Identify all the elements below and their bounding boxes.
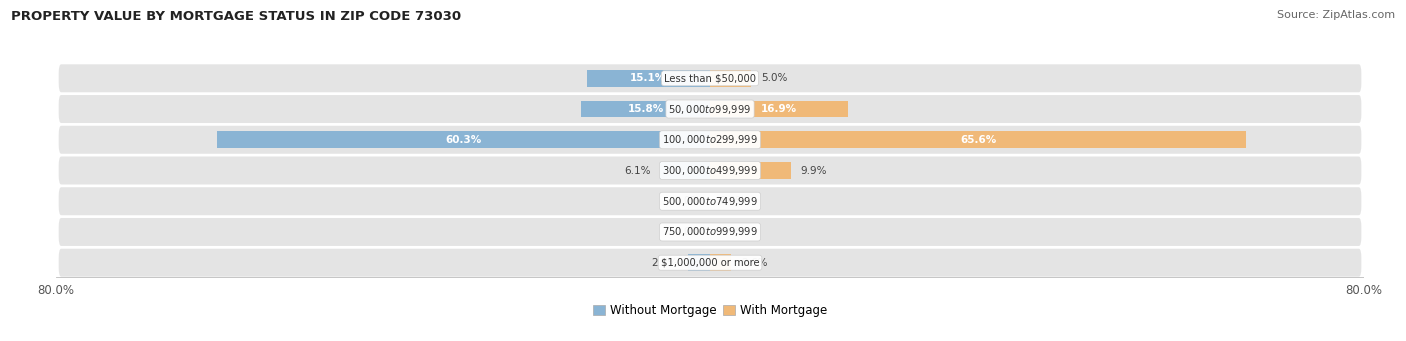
FancyBboxPatch shape [59,64,1361,92]
Text: 16.9%: 16.9% [761,104,797,114]
Bar [661,162,710,179]
Text: 9.9%: 9.9% [801,165,827,176]
Text: $1,000,000 or more: $1,000,000 or more [661,258,759,268]
Text: $750,000 to $999,999: $750,000 to $999,999 [662,225,758,238]
Text: 15.8%: 15.8% [627,104,664,114]
FancyBboxPatch shape [59,95,1361,123]
Bar [688,254,710,271]
Text: 15.1%: 15.1% [630,73,666,83]
Text: 0.0%: 0.0% [720,227,747,237]
Text: $50,000 to $99,999: $50,000 to $99,999 [668,103,752,116]
FancyBboxPatch shape [59,126,1361,154]
Bar [710,101,848,118]
FancyBboxPatch shape [59,218,1361,246]
Text: 5.0%: 5.0% [761,73,787,83]
Text: 0.0%: 0.0% [673,227,700,237]
Text: Source: ZipAtlas.com: Source: ZipAtlas.com [1277,10,1395,20]
Bar [710,254,731,271]
FancyBboxPatch shape [59,187,1361,215]
Text: $300,000 to $499,999: $300,000 to $499,999 [662,164,758,177]
Text: 0.0%: 0.0% [720,196,747,206]
Text: $100,000 to $299,999: $100,000 to $299,999 [662,133,758,146]
Bar [710,131,1246,148]
Bar [710,162,792,179]
Legend: Without Mortgage, With Mortgage: Without Mortgage, With Mortgage [588,299,832,322]
Text: $500,000 to $749,999: $500,000 to $749,999 [662,195,758,208]
Text: PROPERTY VALUE BY MORTGAGE STATUS IN ZIP CODE 73030: PROPERTY VALUE BY MORTGAGE STATUS IN ZIP… [11,10,461,23]
Text: 6.1%: 6.1% [624,165,651,176]
Text: 60.3%: 60.3% [446,135,482,145]
Bar [710,70,751,87]
Text: 2.6%: 2.6% [741,258,768,268]
Text: 2.7%: 2.7% [651,258,678,268]
Text: 65.6%: 65.6% [960,135,997,145]
Bar [218,131,710,148]
Text: Less than $50,000: Less than $50,000 [664,73,756,83]
Text: 0.0%: 0.0% [673,196,700,206]
Bar [586,70,710,87]
FancyBboxPatch shape [59,249,1361,277]
Bar [581,101,710,118]
FancyBboxPatch shape [59,157,1361,184]
